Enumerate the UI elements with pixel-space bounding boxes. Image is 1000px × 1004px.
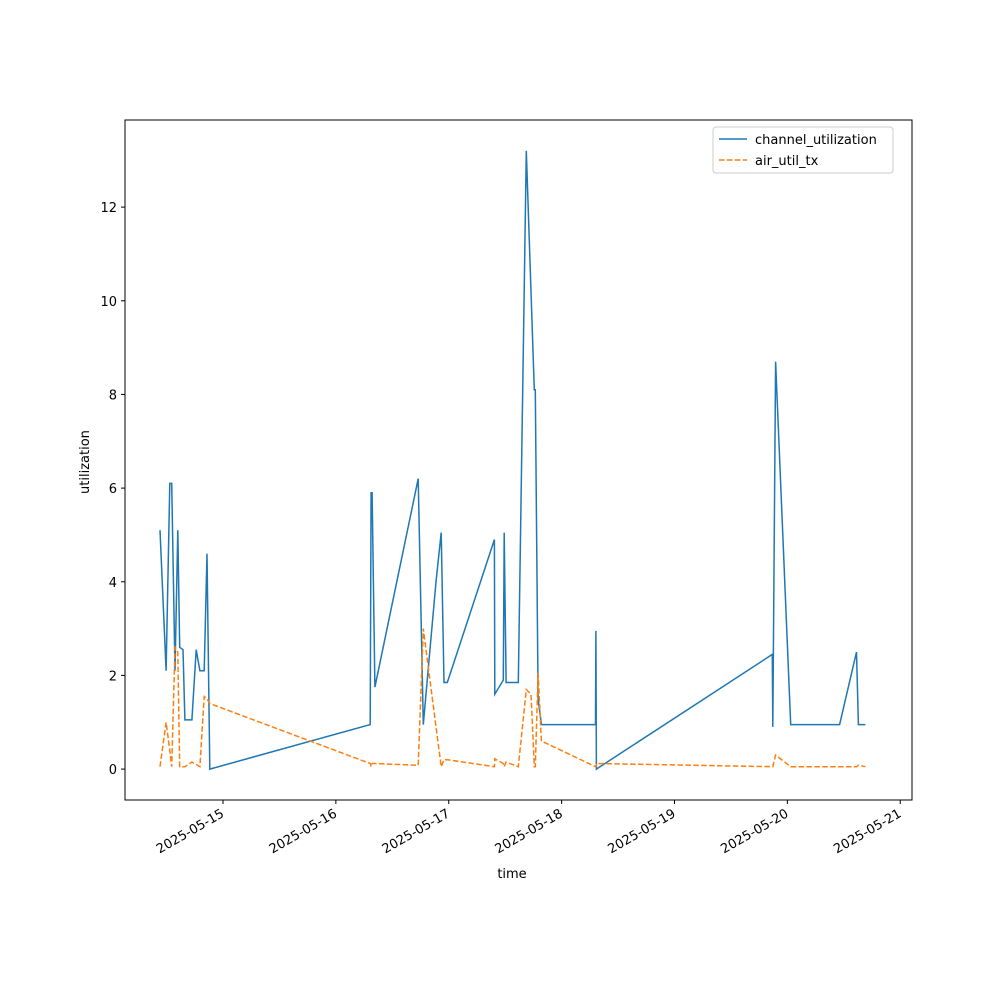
y-tick-label: 6	[109, 482, 117, 497]
y-axis-label: utilization	[78, 430, 93, 494]
legend-label: air_util_tx	[755, 154, 819, 169]
y-tick-label: 4	[109, 576, 117, 591]
x-tick-label: 2025-05-18	[493, 806, 566, 857]
x-tick-label: 2025-05-17	[380, 806, 453, 857]
y-tick-label: 2	[109, 669, 117, 684]
y-tick-label: 0	[109, 763, 117, 778]
y-tick-label: 12	[100, 201, 117, 216]
axes-frame	[124, 119, 913, 801]
legend-box	[712, 126, 894, 174]
y-tick-label: 8	[109, 388, 117, 403]
legend-label: channel_utilization	[755, 133, 877, 148]
x-axis-label: time	[497, 867, 526, 882]
series-line	[159, 628, 866, 770]
x-tick-label: 2025-05-15	[154, 806, 227, 857]
series-line	[159, 150, 866, 771]
y-tick-label: 10	[100, 295, 117, 310]
x-tick-label: 2025-05-21	[831, 806, 904, 857]
x-tick-label: 2025-05-19	[606, 806, 679, 857]
x-tick-label: 2025-05-20	[718, 806, 791, 857]
x-tick-label: 2025-05-16	[267, 806, 340, 857]
